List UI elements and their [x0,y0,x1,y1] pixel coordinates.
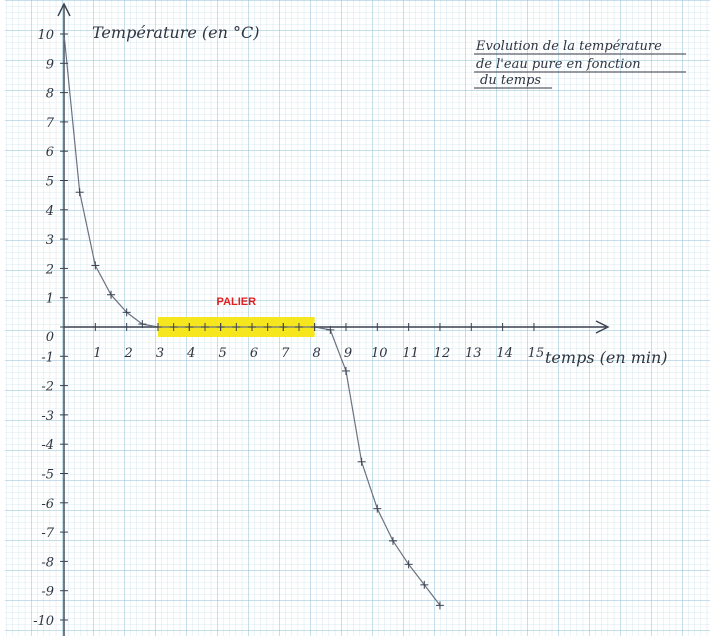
x-tick-label: 13 [465,346,482,361]
data-point [294,323,303,331]
palier-label: PALIER [217,296,257,308]
x-tick-label: 8 [312,346,320,361]
x-tick-label: 14 [496,346,513,361]
y-tick-label: -9 [41,585,54,600]
data-point [357,457,366,466]
x-tick-label: 11 [402,346,419,361]
y-tick-label: -10 [33,614,54,629]
x-tick-label: 12 [434,346,451,361]
data-point [200,323,209,331]
x-tick-label: 6 [250,346,258,361]
y-tick-label: 10 [37,28,54,43]
chart-title: Evolution de la température de l'eau pur… [474,39,686,89]
x-tick-labels: 1 2 3 4 5 6 7 8 9 10 11 12 13 14 15 [93,323,544,361]
x-tick-label: 3 [156,346,164,361]
data-point [91,261,100,270]
data-point [420,580,429,589]
data-point [169,323,178,331]
y-tick-label: -8 [41,555,54,570]
x-tick-label: 1 [93,346,101,361]
y-tick-label: 7 [46,116,55,131]
y-axis-arrow [57,2,71,17]
y-tick-label: -1 [41,350,54,365]
data-point [138,320,147,329]
y-tick-label: 1 [46,292,54,307]
x-tick-label: 7 [281,346,290,361]
y-tick-label: -5 [41,468,54,483]
data-point [326,325,335,334]
data-point [232,323,241,331]
y-tick-label: 9 [46,57,54,72]
y-tick-label: -7 [41,526,54,541]
data-point [263,323,272,331]
data-point [388,536,397,545]
x-axis-title: temps (en min) [545,348,668,367]
chart-title-line-1: Evolution de la température [475,39,662,54]
x-tick-label: 10 [371,346,388,361]
y-tick-label: 2 [45,262,54,277]
data-point [341,366,350,375]
data-point [75,188,84,197]
y-tick-label: 3 [46,233,54,248]
data-point [373,504,382,513]
y-tick-label: 4 [45,204,54,219]
x-tick-label: 5 [219,346,227,361]
data-point [435,601,444,610]
y-axis-title: Température (en °C) [92,23,260,42]
chart-title-line-3: du temps [480,73,541,88]
y-tick-label: 0 [46,330,54,345]
x-tick-label: 4 [186,346,195,361]
x-tick-label: 15 [528,346,545,361]
y-tick-label: 5 [46,175,54,190]
y-tick-label: -3 [41,409,54,424]
data-point [106,290,115,299]
y-tick-label: 8 [46,87,54,102]
x-tick-label: 2 [124,346,133,361]
x-axis-arrow [595,320,610,334]
y-tick-label: -6 [41,497,54,512]
graph-paper [5,0,710,636]
x-tick-label: 9 [344,346,352,361]
data-point [122,308,131,317]
y-tick-label: -4 [41,438,54,453]
y-tick-label: 6 [46,145,54,160]
y-tick-label: -2 [41,380,54,395]
data-point [404,560,413,569]
chart-title-line-2: de l'eau pure en fonction [476,57,641,72]
